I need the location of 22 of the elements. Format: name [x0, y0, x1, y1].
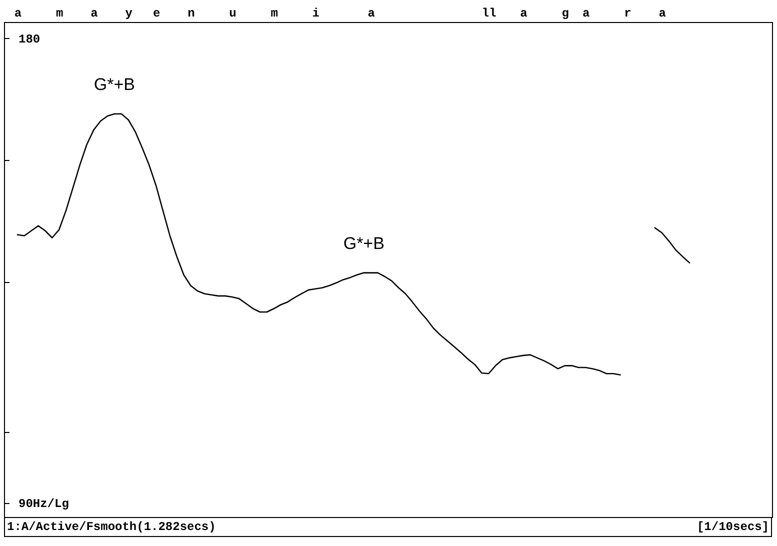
x-tick-label: a: [658, 6, 666, 20]
annotation: G*+B: [94, 74, 136, 94]
y-tick-label: 180: [18, 32, 40, 46]
x-tick-label: a: [368, 6, 375, 20]
x-tick-label: e: [152, 6, 160, 20]
x-tick-label: m: [56, 6, 64, 20]
x-tick-label: a: [520, 6, 528, 20]
x-tick-label: y: [125, 6, 132, 20]
y-tick-label: 90Hz/Lg: [18, 497, 69, 512]
x-tick-label: a: [14, 6, 22, 20]
x-tick-label: u: [229, 6, 236, 20]
x-tick-label: a: [90, 6, 98, 20]
annotation: G*+B: [343, 234, 384, 253]
x-tick-label: r: [624, 6, 632, 20]
text: [1/10secs]: [696, 520, 769, 534]
x-tick-label: n: [188, 6, 195, 20]
x-tick-label: a: [582, 6, 590, 20]
text: 1:A/Active/Fsmooth(1.282secs): [7, 520, 216, 534]
x-tick-label: g: [562, 6, 569, 20]
x-tick-label: i: [312, 6, 320, 20]
x-tick-label: m: [270, 6, 278, 20]
x-tick-label: ll: [482, 6, 496, 20]
